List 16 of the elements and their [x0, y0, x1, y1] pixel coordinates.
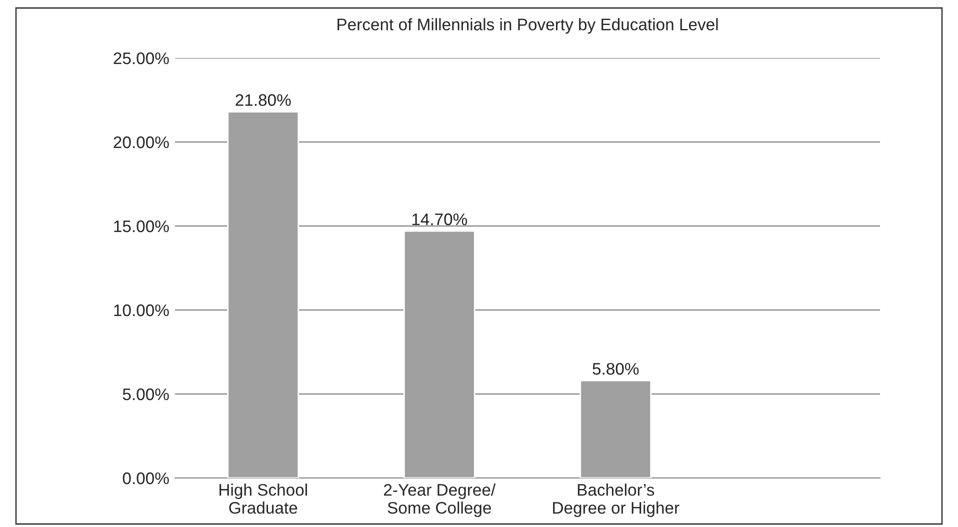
data-label: 14.70%	[412, 213, 468, 226]
x-tick-label: 2-Year Degree/ Some College	[384, 484, 496, 518]
bar	[403, 230, 476, 478]
bar	[227, 111, 300, 478]
chart-title: Percent of Millennials in Poverty by Education Level	[338, 18, 718, 34]
x-tick-label: Bachelor’s Degree or Higher	[553, 484, 680, 518]
y-tick-label: 15.00%	[114, 220, 169, 232]
y-tick-label: 10.00%	[114, 304, 169, 316]
y-tick-label: 20.00%	[114, 136, 169, 148]
y-tick-label: 0.00%	[122, 472, 169, 484]
bar	[580, 380, 652, 478]
data-label: 5.80%	[592, 362, 639, 375]
y-tick-label: 25.00%	[114, 52, 169, 64]
data-label: 21.80%	[236, 94, 291, 106]
x-tick-label: High School Graduate	[220, 484, 307, 514]
y-tick-label: 5.00%	[122, 388, 169, 400]
